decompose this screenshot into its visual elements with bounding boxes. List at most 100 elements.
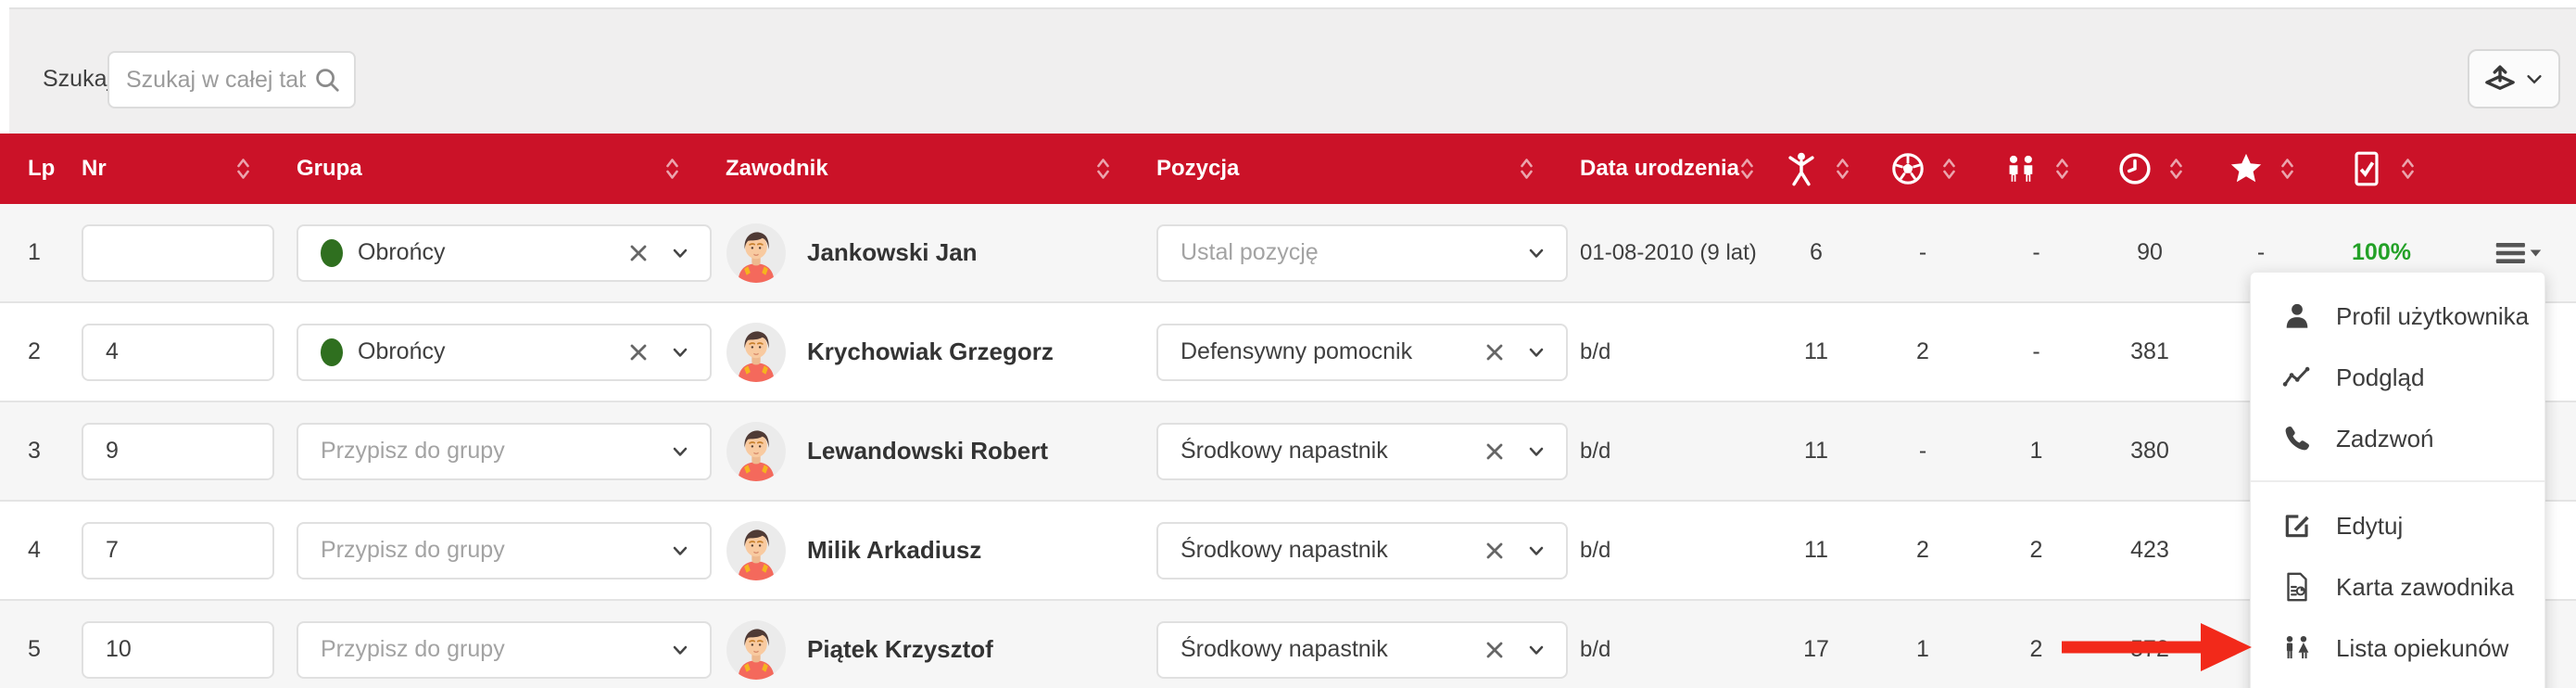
shirt-number-input[interactable] (82, 620, 274, 679)
guardians-icon (2282, 633, 2312, 663)
search-input[interactable] (109, 66, 313, 94)
column-header-attendance[interactable] (2317, 134, 2446, 204)
position-value: Środkowy napastnik (1181, 636, 1388, 662)
export-icon (2483, 63, 2517, 95)
position-value: Środkowy napastnik (1181, 537, 1388, 563)
birth-date: b/d (1580, 338, 1611, 364)
clear-icon[interactable] (626, 241, 650, 265)
column-header-rating[interactable] (2205, 134, 2317, 204)
column-header-grupa[interactable]: Grupa (297, 134, 726, 204)
stat-appearances: 11 (1804, 338, 1828, 364)
table-header: Lp Nr Grupa Zawodnik Pozycja Data urodze… (0, 134, 2576, 204)
sort-icon (1520, 157, 1534, 181)
shirt-number-input[interactable] (82, 323, 274, 381)
menu-item-podglad[interactable]: Podgląd (2251, 347, 2544, 408)
export-button[interactable] (2468, 49, 2560, 108)
player-name: Milik Arkadiusz (807, 536, 982, 564)
chevron-down-icon (2524, 69, 2544, 89)
group-select[interactable]: Przypisz do grupy (297, 422, 712, 480)
sort-icon (1836, 157, 1850, 181)
column-header-minutes[interactable] (2094, 134, 2205, 204)
table-row: 3 Przypisz do grupy Lewandowski Robert Ś… (0, 402, 2576, 502)
chevron-down-icon (1525, 639, 1547, 661)
sort-icon (2280, 157, 2294, 181)
chevron-down-icon (669, 540, 691, 562)
stat-appearances: 17 (1803, 636, 1829, 662)
clear-icon[interactable] (1483, 440, 1507, 464)
chevron-down-icon (669, 242, 691, 264)
menu-item-karta-zawodnika[interactable]: Karta zawodnika (2251, 556, 2544, 618)
sort-icon (2169, 157, 2183, 181)
group-color-dot (321, 338, 343, 366)
sort-icon (1096, 157, 1110, 181)
group-select[interactable]: Obrońcy (297, 323, 712, 381)
player-avatar (726, 223, 787, 284)
position-select[interactable]: Środkowy napastnik (1156, 620, 1568, 679)
column-header-zawodnik[interactable]: Zawodnik (726, 134, 1156, 204)
sort-icon (1942, 157, 1956, 181)
athlete-icon (1784, 151, 1819, 186)
chevron-down-icon (1525, 440, 1547, 463)
stat-goals: - (1918, 239, 1927, 265)
shirt-number-input[interactable] (82, 223, 274, 282)
position-select[interactable]: Środkowy napastnik (1156, 422, 1568, 480)
menu-item-edytuj[interactable]: Edytuj (2251, 495, 2544, 556)
group-placeholder: Przypisz do grupy (321, 537, 505, 563)
stat-goals: 2 (1916, 338, 1929, 364)
menu-item-zadzwon[interactable]: Zadzwoń (2251, 408, 2544, 469)
stat-assists: 2 (2029, 636, 2043, 662)
hamburger-menu-icon (2494, 239, 2543, 267)
chevron-down-icon (1525, 341, 1547, 363)
column-header-nr[interactable]: Nr (82, 134, 297, 204)
clock-icon (2117, 151, 2153, 186)
row-actions-context-menu: Profil użytkownika Podgląd Zadzwoń Edytu… (2250, 272, 2545, 688)
menu-item-profil-uzytkownika[interactable]: Profil użytkownika (2251, 286, 2544, 347)
checkbox-icon (2349, 151, 2384, 186)
column-header-pozycja[interactable]: Pozycja (1156, 134, 1580, 204)
birth-date: 01-08-2010 (9 lat) (1580, 239, 1757, 265)
menu-item-lista-opiekunow[interactable]: Lista opiekunów (2251, 618, 2544, 679)
table-body: 1 Obrońcy Jankowski Jan Ustal pozycję (0, 204, 2576, 688)
chart-icon (2282, 363, 2312, 392)
shirt-number-input[interactable] (82, 521, 274, 580)
sort-icon (665, 157, 679, 181)
group-select[interactable]: Przypisz do grupy (297, 620, 712, 679)
column-header-assists[interactable] (1978, 134, 2094, 204)
position-select[interactable]: Środkowy napastnik (1156, 521, 1568, 580)
group-value: Obrońcy (358, 239, 446, 265)
birth-date: b/d (1580, 636, 1611, 662)
toolbar: Szukaj: (9, 7, 2576, 134)
stat-goals: - (1918, 438, 1927, 464)
group-select[interactable]: Obrońcy (297, 223, 712, 282)
column-header-goals[interactable] (1867, 134, 1978, 204)
column-header-appearances[interactable] (1765, 134, 1867, 204)
search-label: Szukaj: (43, 66, 119, 92)
group-select[interactable]: Przypisz do grupy (297, 521, 712, 580)
stat-minutes: 423 (2130, 537, 2169, 563)
stat-assists: - (2032, 239, 2040, 265)
player-name: Krychowiak Grzegorz (807, 338, 1054, 365)
clear-icon[interactable] (1483, 340, 1507, 364)
player-avatar (726, 322, 787, 383)
position-select[interactable]: Defensywny pomocnik (1156, 323, 1568, 381)
table-row: 2 Obrońcy Krychowiak Grzegorz Defensywny… (0, 303, 2576, 402)
row-actions-menu-button[interactable] (2494, 239, 2543, 267)
player-name: Jankowski Jan (807, 238, 978, 266)
clear-icon[interactable] (1483, 539, 1507, 563)
chevron-down-icon (669, 639, 691, 661)
sort-icon (236, 157, 250, 181)
birth-date: b/d (1580, 438, 1611, 464)
clear-icon[interactable] (1483, 638, 1507, 662)
stat-minutes: 381 (2130, 338, 2169, 364)
position-placeholder: Ustal pozycję (1181, 239, 1319, 265)
people-icon (2003, 151, 2039, 186)
row-index: 1 (28, 239, 41, 265)
row-index: 3 (28, 438, 41, 464)
shirt-number-input[interactable] (82, 422, 274, 480)
column-header-data-urodzenia[interactable]: Data urodzenia (1580, 134, 1765, 204)
clear-icon[interactable] (626, 340, 650, 364)
row-index: 2 (28, 338, 41, 364)
player-avatar (726, 520, 787, 581)
position-select[interactable]: Ustal pozycję (1156, 223, 1568, 282)
